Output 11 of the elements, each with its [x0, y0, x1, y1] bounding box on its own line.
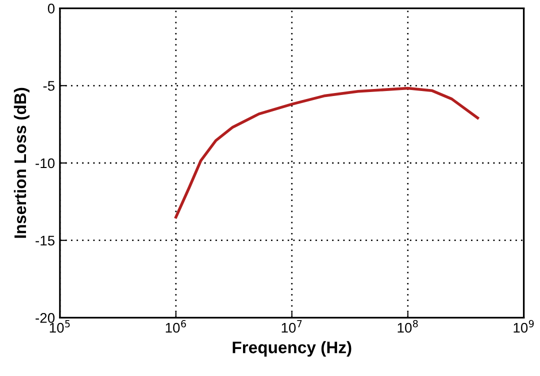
y-tick-label: -10	[36, 158, 55, 168]
y-axis-title: Insertion Loss (dB)	[14, 88, 30, 238]
x-axis-title: Frequency (Hz)	[232, 341, 352, 357]
x-tick-label: 10$^{7}$	[282, 320, 302, 333]
x-tick-label: 10$^{8}$	[398, 320, 418, 333]
y-tick-label: -5	[43, 81, 54, 91]
y-tick-label: -15	[36, 236, 54, 246]
x-tick-label: 10$^{6}$	[166, 320, 186, 333]
y-tick-label: -20	[36, 313, 55, 323]
y-tick-label: 0	[48, 4, 55, 14]
x-tick-label: 10$^{9}$	[514, 320, 534, 333]
